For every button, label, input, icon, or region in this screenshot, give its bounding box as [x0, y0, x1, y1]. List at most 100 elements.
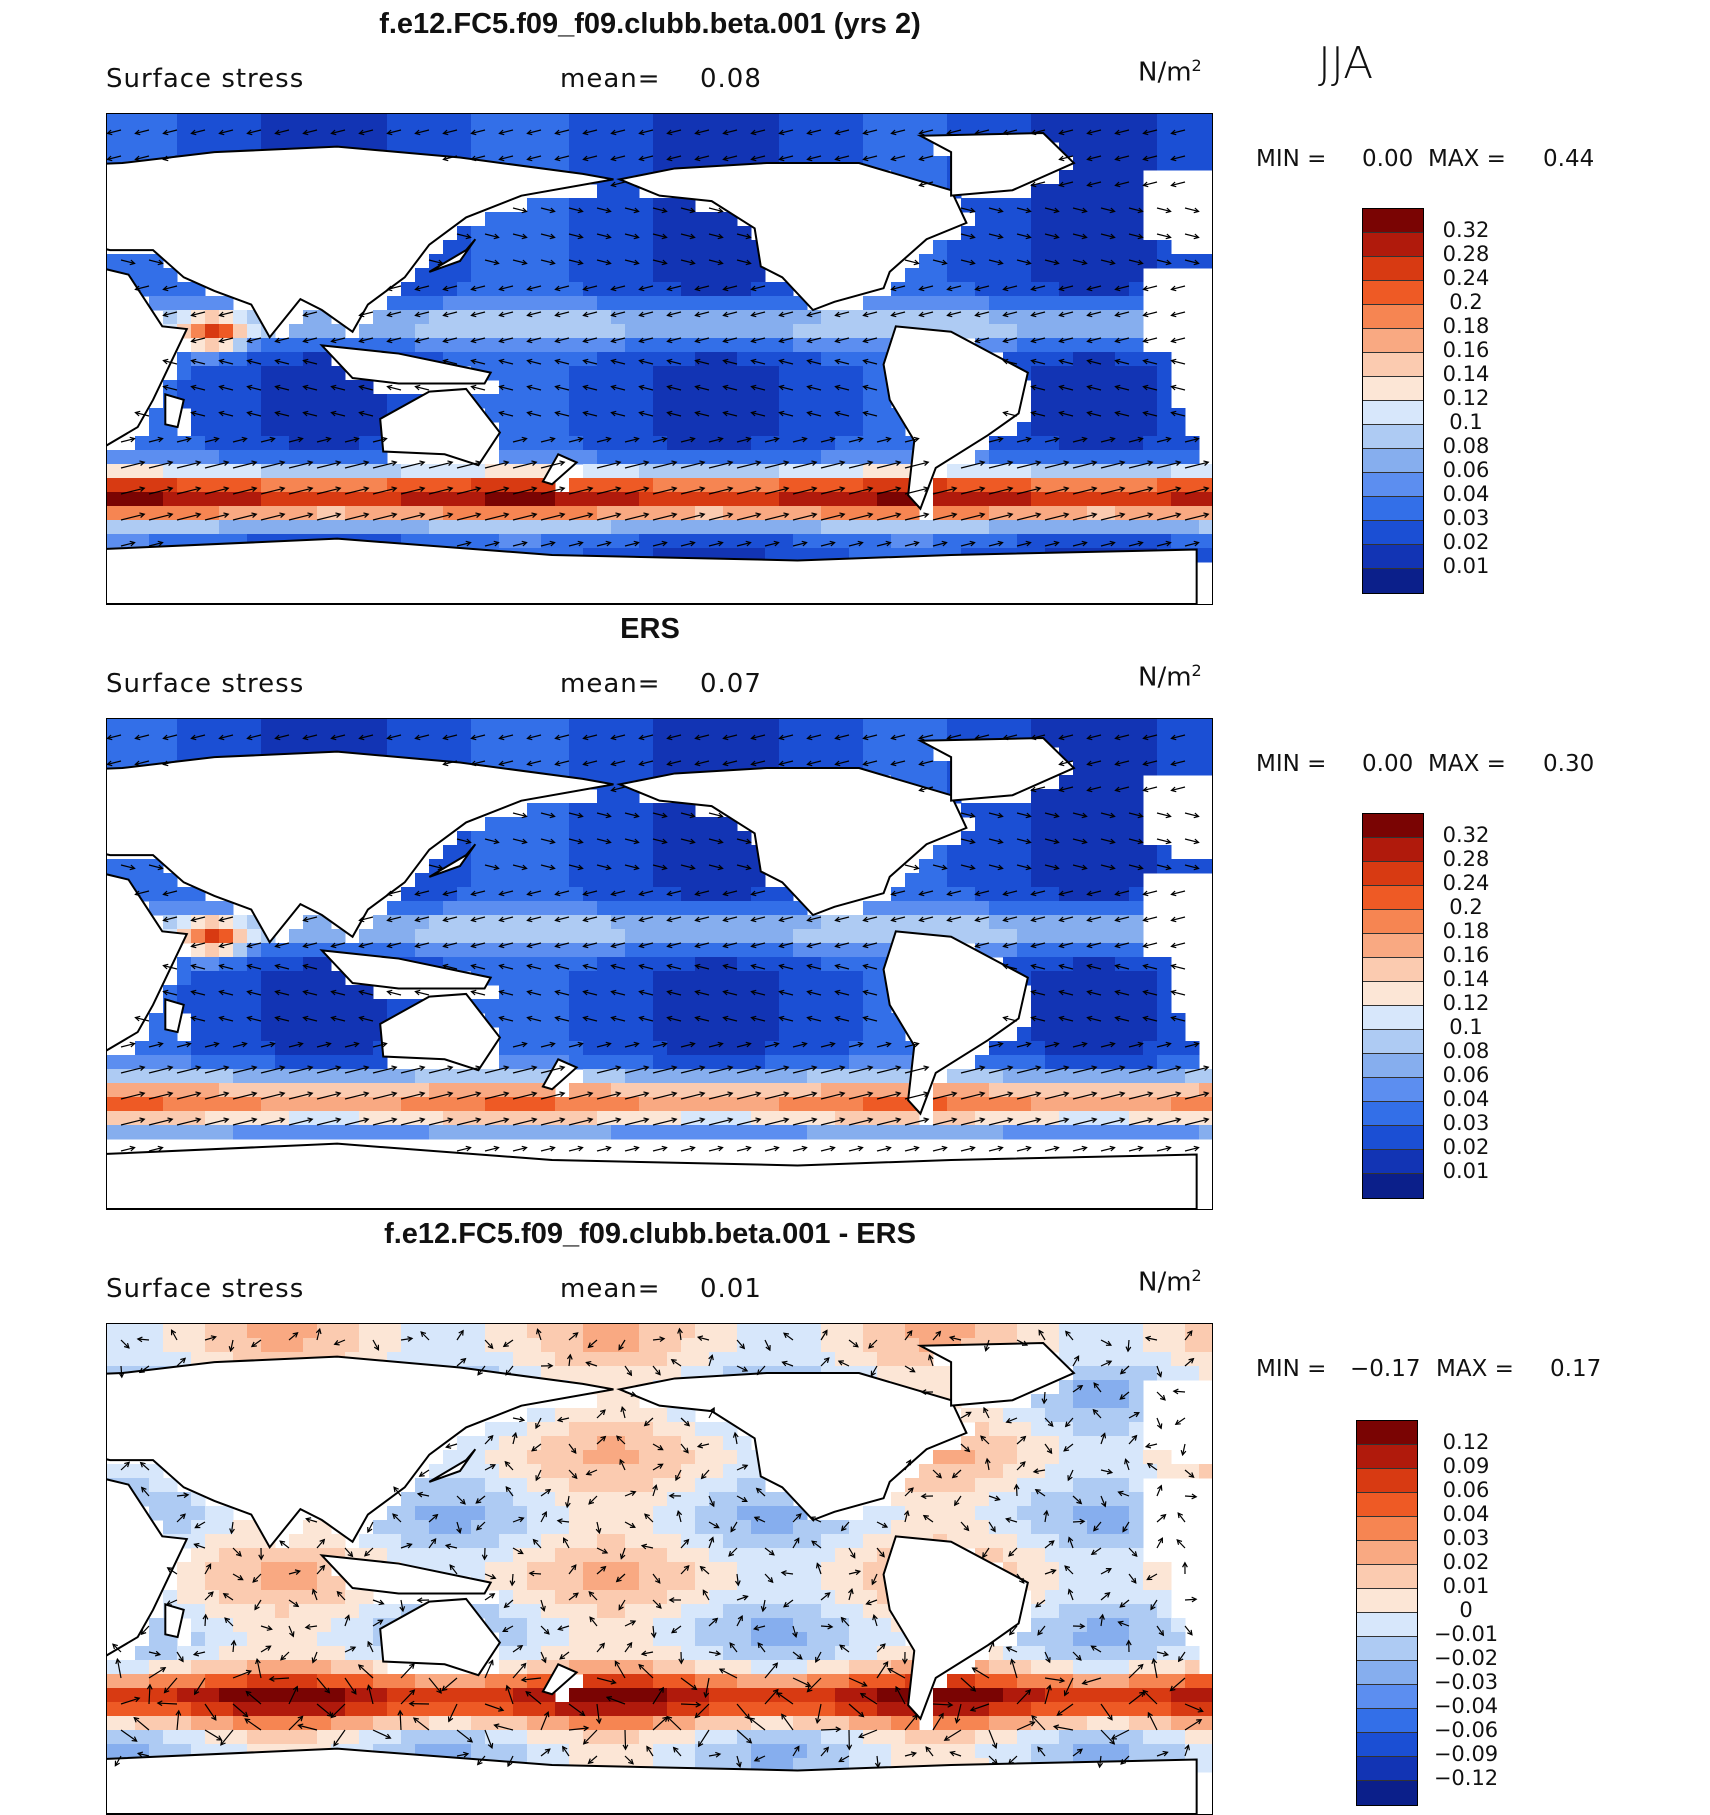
stress-arrow	[694, 1015, 710, 1022]
field-cell	[1073, 170, 1088, 185]
field-cell	[499, 436, 514, 451]
colorbar-tick-label: 0.18	[1442, 919, 1490, 943]
field-cell	[779, 1125, 794, 1140]
field-cell	[1087, 170, 1102, 185]
stress-arrow	[1128, 838, 1144, 845]
field-cell	[443, 901, 458, 916]
stress-arrow	[1128, 259, 1144, 266]
stress-arrow	[162, 311, 178, 318]
field-cell	[289, 394, 304, 409]
field-cell	[1031, 1027, 1046, 1042]
field-cell	[275, 422, 290, 437]
field-cell	[695, 268, 710, 283]
stress-arrow	[736, 259, 752, 266]
stress-arrow	[274, 734, 290, 741]
field-cell	[429, 282, 444, 297]
field-cell	[625, 719, 640, 734]
field-cell	[555, 1408, 570, 1423]
field-cell	[989, 845, 1004, 860]
field-cell	[233, 1338, 248, 1353]
field-cell	[499, 733, 514, 748]
field-cell	[107, 128, 122, 143]
field-cell	[807, 478, 822, 493]
field-cell	[905, 114, 920, 129]
stress-arrow	[988, 864, 1004, 871]
stress-arrow	[526, 311, 542, 318]
field-cell	[191, 366, 206, 381]
stress-arrow	[1044, 233, 1060, 240]
field-cell	[331, 971, 346, 986]
field-cell	[793, 1027, 808, 1042]
field-cell	[989, 915, 1004, 930]
stress-arrow	[190, 384, 206, 391]
field-cell	[709, 915, 724, 930]
field-cell	[485, 212, 500, 227]
stress-arrow	[834, 410, 850, 417]
stress-arrow	[526, 155, 542, 162]
field-cell	[527, 324, 542, 339]
stress-arrow	[498, 1015, 514, 1022]
field-cell	[191, 999, 206, 1014]
field-cell	[163, 1352, 178, 1367]
field-cell	[583, 873, 598, 888]
field-cell	[149, 901, 164, 916]
stress-arrow	[1058, 384, 1074, 391]
coastline	[319, 344, 493, 385]
field-cell	[471, 901, 486, 916]
field-cell	[737, 1352, 752, 1367]
field-cell	[793, 492, 808, 507]
field-cell	[793, 534, 808, 549]
field-cell	[1199, 520, 1212, 535]
stress-arrow	[1086, 890, 1102, 897]
field-cell	[835, 128, 850, 143]
field-cell	[303, 1324, 318, 1339]
field-cell	[1115, 212, 1130, 227]
field-cell	[331, 128, 346, 143]
field-cell	[1059, 817, 1074, 832]
field-cell	[723, 999, 738, 1014]
stress-arrow	[568, 1145, 584, 1152]
field-cell	[555, 999, 570, 1014]
colorbar-swatch	[1363, 862, 1423, 886]
field-cell	[1003, 324, 1018, 339]
field-cell	[1031, 366, 1046, 381]
field-cell	[163, 492, 178, 507]
field-cell	[191, 1027, 206, 1042]
field-cell	[541, 268, 556, 283]
field-cell	[135, 719, 150, 734]
field-cell	[401, 478, 416, 493]
stress-arrow	[624, 812, 640, 819]
field-cell	[401, 1097, 416, 1112]
field-cell	[1059, 114, 1074, 129]
field-cell	[359, 985, 374, 1000]
stress-arrow	[694, 358, 710, 365]
field-cell	[1017, 268, 1032, 283]
field-cell	[919, 268, 934, 283]
field-cell	[737, 422, 752, 437]
stress-arrow	[526, 1015, 542, 1022]
stress-arrow	[344, 512, 370, 521]
field-cell	[303, 310, 318, 325]
field-cell	[821, 450, 836, 465]
field-cell	[597, 450, 612, 465]
stress-arrow	[834, 734, 850, 741]
field-cell	[583, 1125, 598, 1140]
field-cell	[373, 999, 388, 1014]
field-cell	[723, 240, 738, 255]
field-cell	[1171, 747, 1186, 762]
stress-arrow	[176, 436, 192, 443]
stress-arrow	[1044, 259, 1060, 266]
field-cell	[191, 422, 206, 437]
field-cell	[569, 296, 584, 311]
field-cell	[555, 394, 570, 409]
field-cell	[1143, 436, 1158, 451]
field-cell	[121, 1055, 136, 1070]
field-cell	[1199, 859, 1212, 874]
field-cell	[527, 803, 542, 818]
stress-arrow	[890, 285, 906, 292]
stress-arrow	[107, 155, 122, 162]
stress-arrow	[428, 259, 444, 266]
stress-arrow	[680, 512, 706, 521]
field-cell	[471, 128, 486, 143]
field-cell	[961, 1097, 976, 1112]
